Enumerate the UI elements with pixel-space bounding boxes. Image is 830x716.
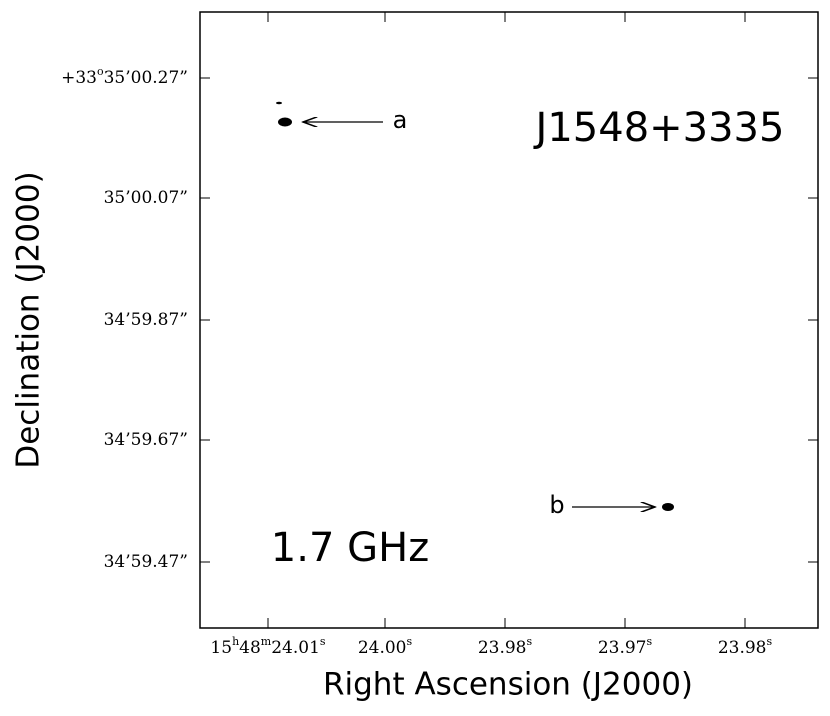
tick-label-part: s xyxy=(647,635,653,648)
y-tick-label: 34’59.47” xyxy=(104,552,188,572)
source-blob xyxy=(278,117,292,127)
tick-label-part: 24.01 xyxy=(271,638,320,658)
component-label: b xyxy=(549,491,564,519)
y-tick-label: 34’59.87” xyxy=(104,310,188,330)
frequency: 1.7 GHz xyxy=(271,525,429,571)
tick-label-part: 34’59.67” xyxy=(104,430,188,450)
x-tick-label: 23.98s xyxy=(478,635,533,658)
tick-label-part: 35’00.27” xyxy=(104,68,188,88)
y-axis-label: Declination (J2000) xyxy=(11,171,47,468)
tick-label-part: 23.98 xyxy=(478,638,527,658)
source-name: J1548+3335 xyxy=(533,105,785,151)
x-tick-label: 15h48m24.01s xyxy=(210,635,325,658)
y-tick-label: +33o35’00.27” xyxy=(61,65,188,88)
tick-label-part: m xyxy=(261,635,272,648)
tick-label-part: +33 xyxy=(61,68,97,88)
tick-label-part: 23.98 xyxy=(718,638,767,658)
tick-label-part: 35’00.07” xyxy=(104,188,188,208)
tick-label-part: s xyxy=(767,635,773,648)
tick-label-part: s xyxy=(407,635,413,648)
tick-label-part: 48 xyxy=(239,638,261,658)
tick-label-part: h xyxy=(232,635,239,648)
source-blob xyxy=(662,503,674,511)
component-label: a xyxy=(393,106,408,134)
x-axis-label: Right Ascension (J2000) xyxy=(323,667,693,703)
tick-label-part: 23.97 xyxy=(598,638,647,658)
tick-label-part: 34’59.87” xyxy=(104,310,188,330)
tick-label-part: 24.00 xyxy=(358,638,407,658)
tick-label-part: 15 xyxy=(210,638,232,658)
y-tick-label: 34’59.67” xyxy=(104,430,188,450)
x-tick-label: 23.98s xyxy=(718,635,773,658)
tick-label-part: s xyxy=(320,635,326,648)
source-blob xyxy=(276,101,282,105)
y-tick-label: 35’00.07” xyxy=(104,188,188,208)
tick-label-part: o xyxy=(97,65,104,78)
tick-label-part: 34’59.47” xyxy=(104,552,188,572)
x-tick-label: 24.00s xyxy=(358,635,413,658)
tick-label-part: s xyxy=(527,635,533,648)
ticks: 15h48m24.01s 24.00s 23.98s 23.97s 23.98s+33o… xyxy=(61,12,818,658)
x-tick-label: 23.97s xyxy=(598,635,653,658)
